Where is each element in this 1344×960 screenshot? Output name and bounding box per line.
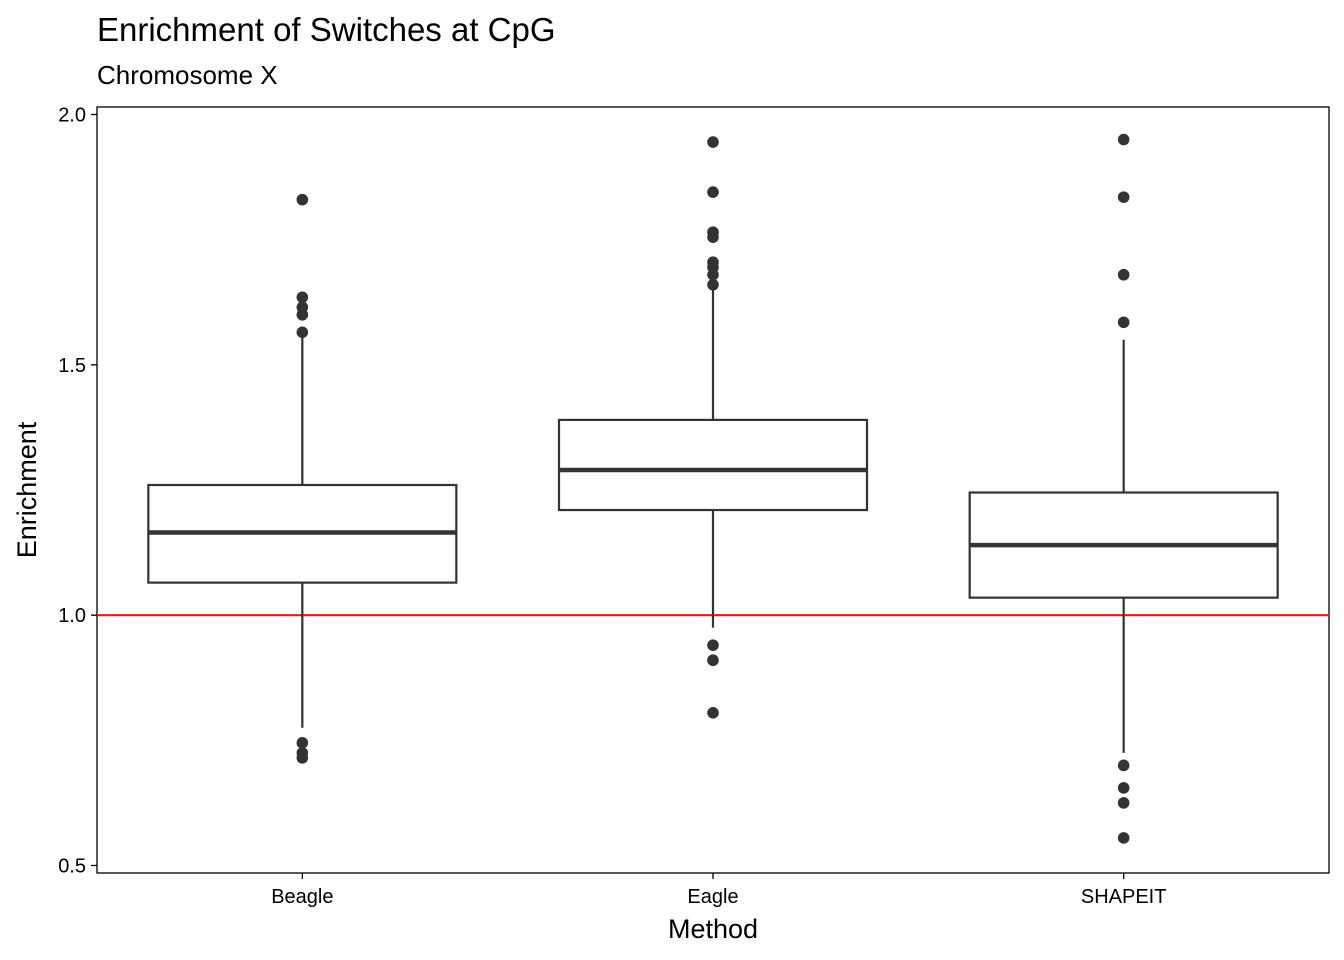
- outlier-point: [707, 136, 719, 148]
- outlier-point: [707, 654, 719, 667]
- x-axis-title: Method: [668, 914, 758, 944]
- outlier-point: [296, 291, 309, 304]
- y-tick-label: 0.5: [58, 855, 86, 877]
- x-tick-label: Eagle: [687, 886, 738, 908]
- chart-title: Enrichment of Switches at CpG: [97, 11, 556, 48]
- outlier-point: [296, 737, 309, 749]
- outlier-point: [1117, 832, 1130, 844]
- x-tick-label: Beagle: [271, 886, 333, 908]
- box-group-beagle: [147, 193, 458, 764]
- y-tick-label: 1.0: [58, 605, 86, 627]
- box-group-eagle: [557, 136, 869, 719]
- y-tick-label: 1.5: [58, 355, 86, 377]
- outlier-point: [296, 326, 309, 339]
- outlier-point: [1117, 759, 1130, 772]
- boxes-layer: [147, 133, 1279, 844]
- outlier-point: [296, 752, 309, 764]
- y-axis-title: Enrichment: [12, 421, 42, 558]
- outlier-point: [296, 308, 309, 321]
- iqr-box: [557, 418, 869, 512]
- y-tick-label: 2.0: [58, 105, 86, 127]
- x-axis: Beagle Eagle SHAPEIT: [271, 873, 1166, 908]
- outlier-point: [1117, 797, 1130, 809]
- outlier-point: [1117, 133, 1130, 146]
- box-group-shapeit: [968, 133, 1279, 844]
- outlier-point: [1117, 191, 1130, 203]
- outlier-point: [296, 193, 309, 206]
- outlier-point: [707, 706, 719, 719]
- outlier-point: [707, 639, 719, 652]
- x-tick-label: SHAPEIT: [1081, 886, 1167, 908]
- outlier-point: [1117, 782, 1130, 794]
- outlier-point: [707, 278, 719, 291]
- outlier-point: [1117, 316, 1130, 329]
- chart-subtitle: Chromosome X: [97, 60, 278, 90]
- outlier-point: [1117, 268, 1130, 281]
- outlier-point: [707, 231, 719, 243]
- outlier-point: [707, 268, 719, 281]
- outlier-point: [707, 186, 719, 198]
- y-axis: 0.5 1.0 1.5 2.0: [58, 105, 97, 877]
